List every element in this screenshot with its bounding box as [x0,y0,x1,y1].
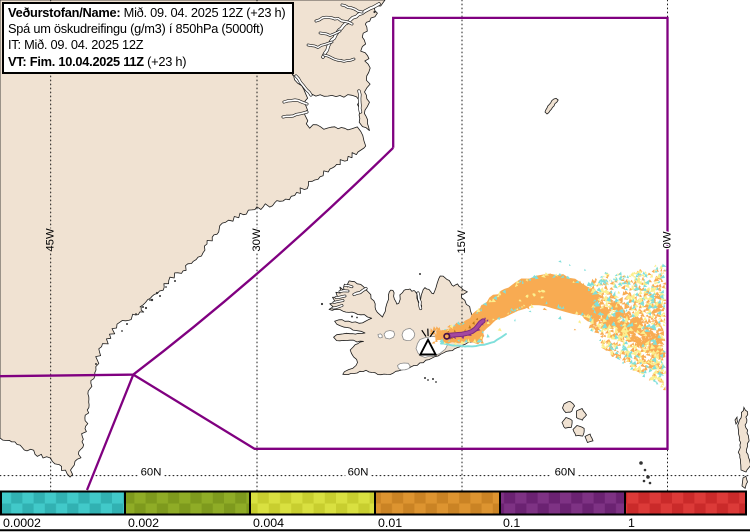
svg-text:45W: 45W [45,228,57,252]
svg-text:0.002: 0.002 [128,516,159,530]
svg-text:30W: 30W [251,228,263,252]
svg-text:60N: 60N [141,466,162,478]
svg-text:0W: 0W [661,231,673,248]
svg-text:1: 1 [628,516,635,530]
svg-text:60N: 60N [348,466,369,478]
svg-text:15W: 15W [456,230,468,254]
svg-text:60N: 60N [555,466,576,478]
svg-text:0.01: 0.01 [378,516,402,530]
svg-text:0.004: 0.004 [253,516,284,530]
svg-text:0.0002: 0.0002 [3,516,41,530]
svg-text:0.1: 0.1 [503,516,520,530]
